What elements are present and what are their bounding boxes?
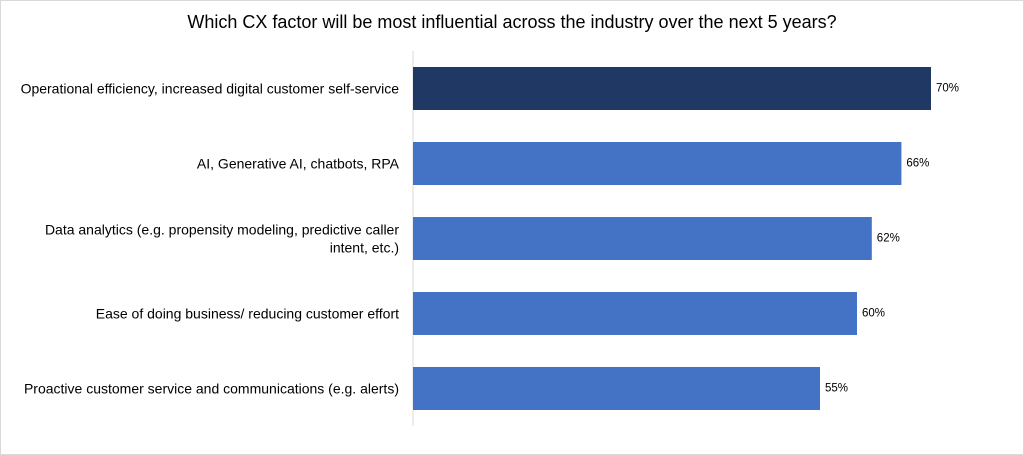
category-label-3: Data analytics (e.g. propensity modeling…: [45, 222, 399, 256]
bar-5: [413, 367, 820, 410]
bar-1: [413, 67, 931, 110]
bar-2: [413, 142, 902, 185]
category-label-4: Ease of doing business/ reducing custome…: [96, 306, 399, 322]
bar-3: [413, 217, 872, 260]
bar-4: [413, 292, 857, 335]
data-label-3: 62%: [877, 233, 900, 245]
category-label-2: AI, Generative AI, chatbots, RPA: [197, 156, 400, 172]
category-label-5: Proactive customer service and communica…: [24, 381, 399, 397]
chart-title: Which CX factor will be most influential…: [187, 12, 837, 32]
data-label-1: 70%: [936, 83, 959, 95]
category-label-1: Operational efficiency, increased digita…: [21, 81, 400, 97]
data-label-5: 55%: [825, 383, 848, 395]
data-label-4: 60%: [862, 308, 885, 320]
data-label-2: 66%: [906, 158, 929, 170]
